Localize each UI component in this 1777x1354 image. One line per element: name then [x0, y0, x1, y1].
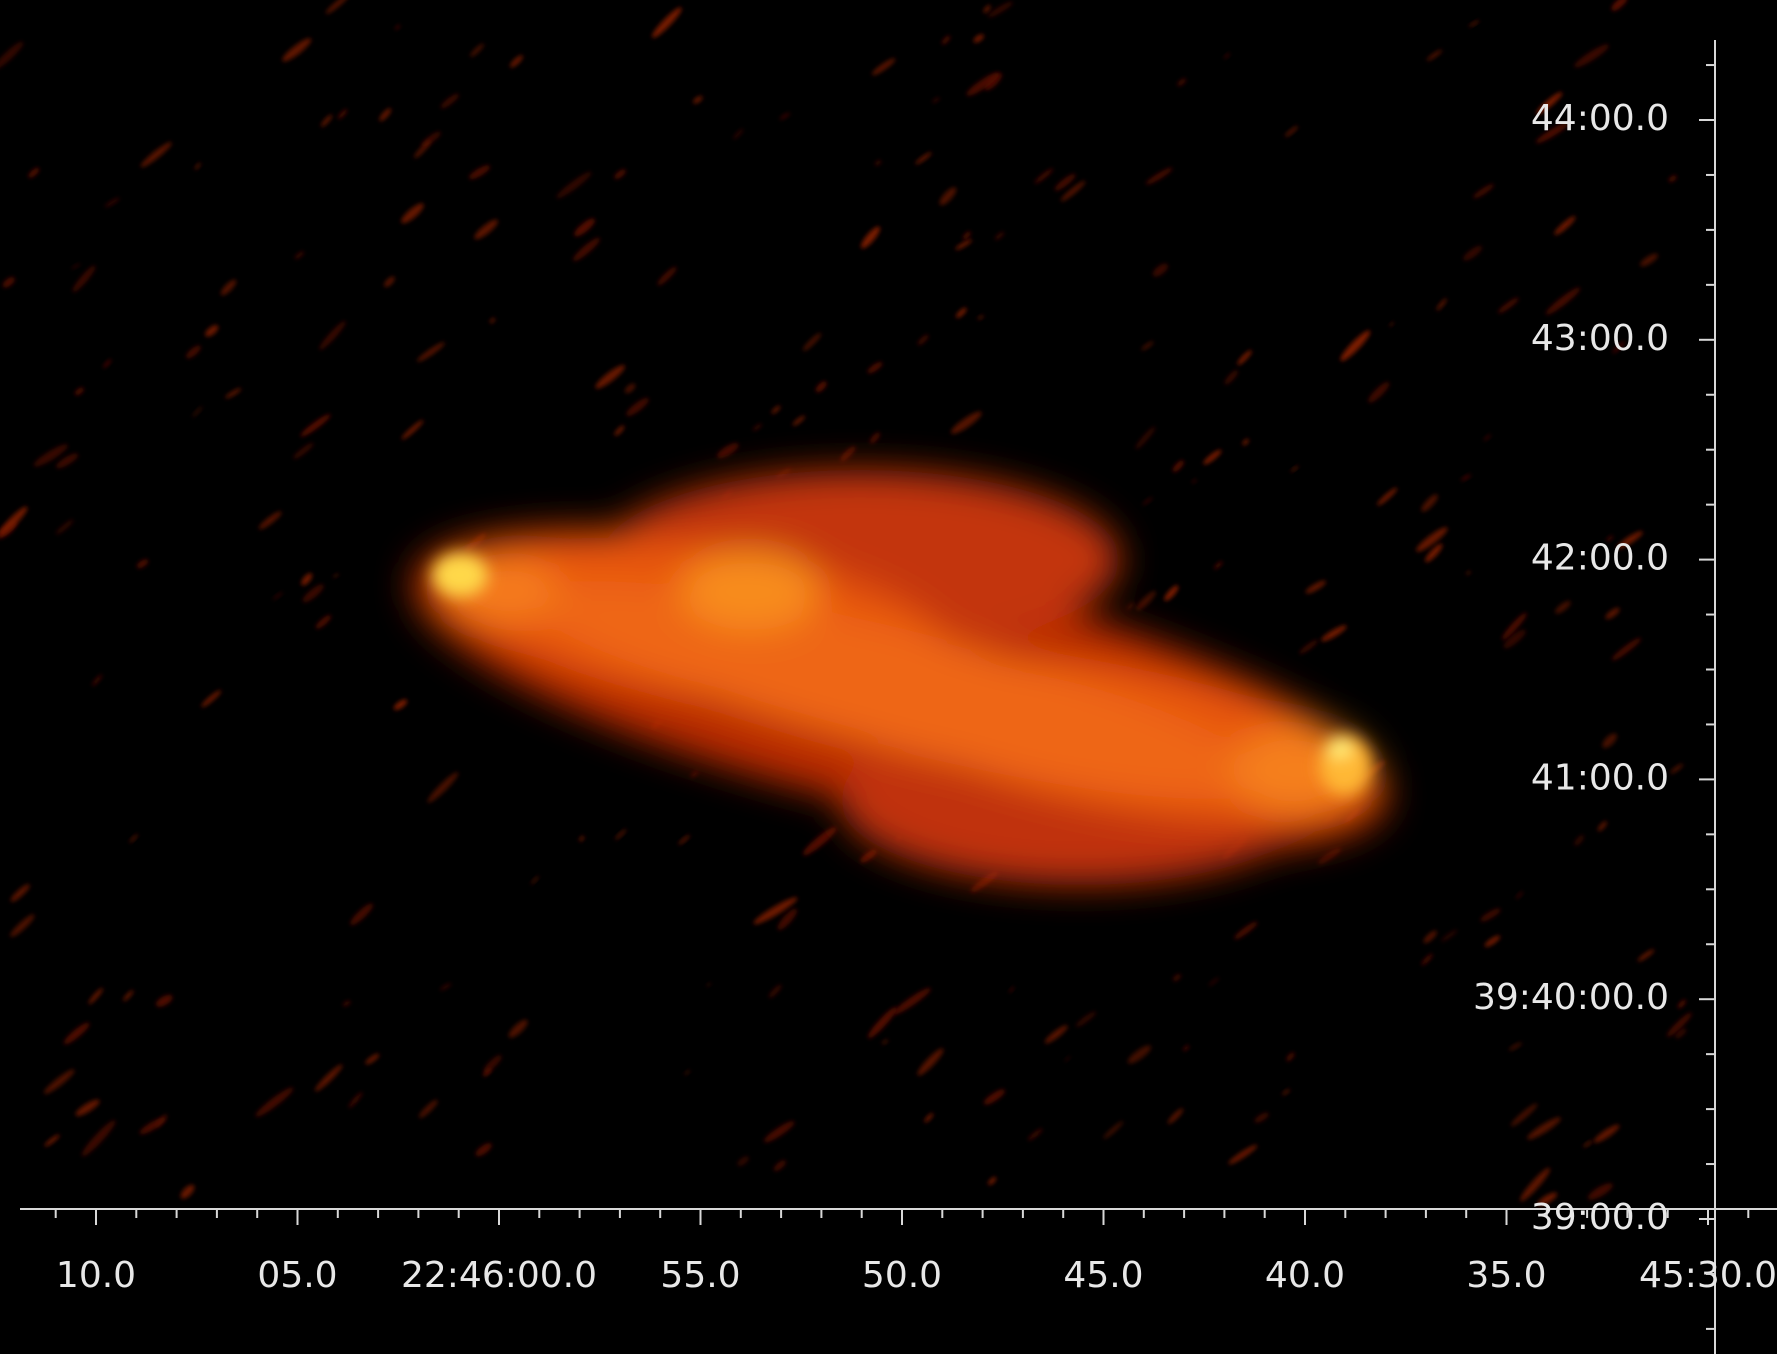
- x-tick-label: 22:46:00.0: [401, 1255, 597, 1296]
- y-tick-label: 39:40:00.0: [1473, 977, 1669, 1018]
- x-tick-label: 45:30.0: [1639, 1255, 1777, 1296]
- y-tick-label: 42:00.0: [1531, 538, 1669, 579]
- x-tick-label: 10.0: [56, 1255, 136, 1296]
- y-tick-label: 41:00.0: [1531, 757, 1669, 798]
- x-tick-label: 05.0: [257, 1255, 337, 1296]
- x-tick-label: 45.0: [1063, 1255, 1143, 1296]
- y-tick-label: 39:00.0: [1531, 1197, 1669, 1238]
- x-tick-label: 35.0: [1466, 1255, 1546, 1296]
- sky-image-view: 10.0 05.0 22:46:00.0 55.0 50.0 45.0 40.0 35.0 45…: [0, 0, 1777, 1354]
- y-tick-label: 44:00.0: [1531, 98, 1669, 139]
- x-tick-label: 40.0: [1265, 1255, 1345, 1296]
- y-tick-label: 43:00.0: [1531, 318, 1669, 359]
- x-tick-label: 50.0: [862, 1255, 942, 1296]
- x-tick-label: 55.0: [660, 1255, 740, 1296]
